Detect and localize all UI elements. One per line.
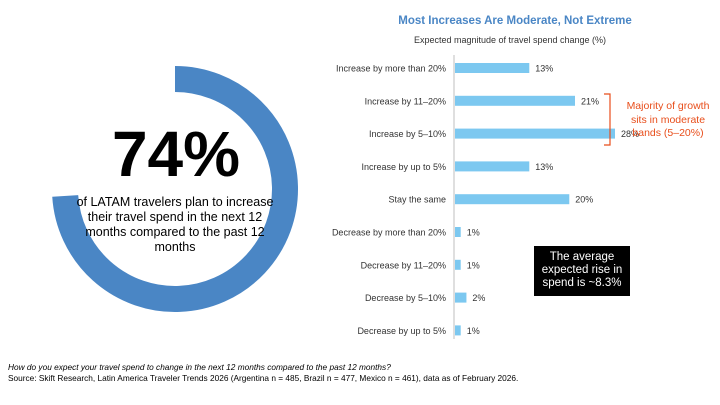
headline-percentage: 74%	[111, 118, 241, 190]
category-label: Increase by 11–20%	[365, 96, 446, 106]
donut-ring-chart	[52, 66, 298, 312]
donut-arc	[52, 66, 298, 312]
callout-text: Majority of growth sits in moderate band…	[626, 100, 710, 139]
value-label: 1%	[467, 326, 480, 336]
headline-description: of LATAM travelers plan to increase thei…	[76, 195, 274, 254]
category-label: Decrease by 11–20%	[361, 260, 446, 270]
bar	[455, 227, 461, 237]
bar	[455, 325, 461, 336]
category-label: Increase by 5–10%	[369, 129, 446, 139]
bar-chart: Increase by more than 20% 13% Increase by …	[332, 55, 639, 339]
category-label: Increase by more than 20%	[336, 64, 446, 74]
category-label: Decrease by up to 5%	[357, 326, 446, 336]
survey-question: How do you expect your travel spend to c…	[8, 362, 391, 372]
bar	[455, 161, 530, 172]
category-label: Decrease by 5–10%	[365, 293, 446, 303]
bar	[455, 259, 461, 270]
bar	[455, 95, 575, 106]
value-label: 21%	[581, 96, 599, 106]
footnote: How do you expect your travel spend to c…	[8, 362, 712, 384]
chart-title: Most Increases Are Moderate, Not Extreme	[398, 15, 632, 27]
callout-bracket	[604, 93, 611, 146]
category-label: Stay the same	[388, 195, 446, 205]
value-label: 20%	[575, 195, 593, 205]
bar	[455, 63, 530, 73]
value-label: 1%	[467, 260, 480, 270]
value-label: 13%	[535, 162, 553, 172]
source-note: Source: Skift Research, Latin America Tr…	[8, 373, 519, 383]
average-rise-box: The average expected rise in spend is ~8…	[534, 246, 630, 296]
bar	[455, 292, 467, 303]
value-label: 1%	[467, 228, 480, 238]
category-label: Increase by up to 5%	[361, 162, 446, 172]
value-label: 13%	[535, 64, 553, 74]
chart-subtitle: Expected magnitude of travel spend chang…	[413, 35, 607, 45]
bar	[455, 128, 615, 139]
bar	[455, 194, 570, 205]
value-label: 28%	[621, 129, 639, 139]
category-label: Decrease by more than 20%	[332, 228, 446, 238]
value-label: 2%	[472, 293, 485, 303]
